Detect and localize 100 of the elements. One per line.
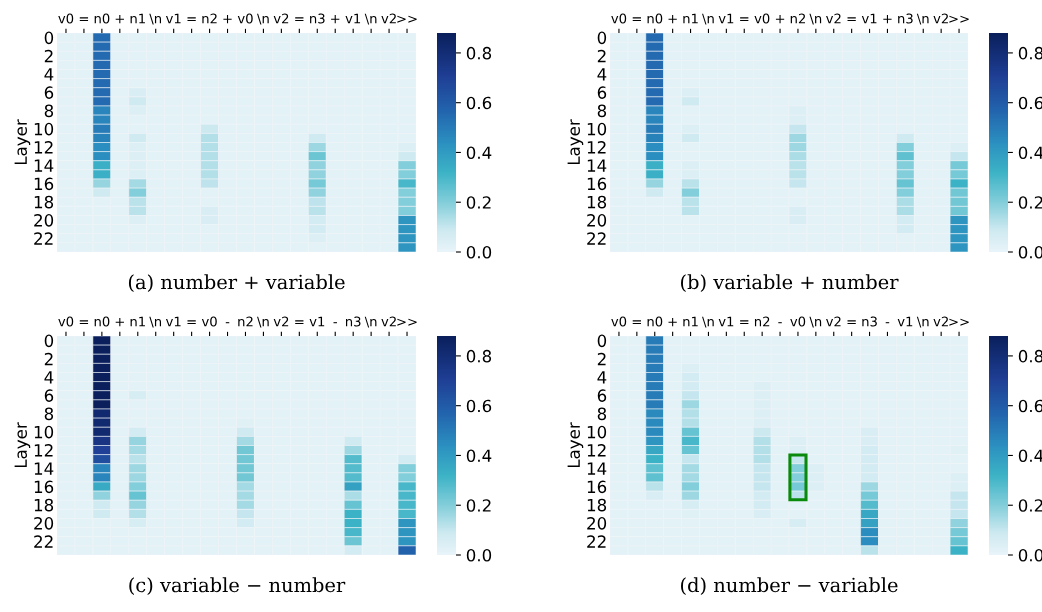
y-axis-title: Layer <box>14 422 31 468</box>
y-tick-label: 0 <box>597 31 607 45</box>
x-tick-label: \n <box>916 13 929 25</box>
x-tick-label: + <box>883 15 892 24</box>
x-tick-label: \n <box>364 316 377 328</box>
x-tick-label: n1 <box>683 316 698 327</box>
x-tick-label: v2 <box>273 316 289 327</box>
color-bar-label: 0.2 <box>1018 196 1042 209</box>
x-tick-label: v0 <box>201 316 217 327</box>
x-tick-label: v0 <box>790 316 806 327</box>
x-tick-label: \n <box>257 316 269 328</box>
y-tick-label: 12 <box>587 141 606 154</box>
color-bar-label: 0.4 <box>466 449 492 463</box>
x-tick-label: = <box>632 320 641 325</box>
y-tick-label: 20 <box>34 517 54 530</box>
x-tick-label: v1 <box>309 316 325 327</box>
x-tick-label: v1 <box>718 316 734 327</box>
y-tick-label: 8 <box>44 104 54 118</box>
x-tick-label: v0 <box>58 13 74 24</box>
x-tick-label: v1 <box>861 13 877 24</box>
x-tick-label: \n <box>364 13 377 25</box>
y-axis-title: Layer <box>14 119 31 165</box>
color-bar-label: 0.6 <box>466 399 492 413</box>
y-tick-label: 16 <box>587 177 607 191</box>
y-tick-label: 8 <box>597 104 607 118</box>
y-tick-label: 6 <box>597 86 607 99</box>
x-tick-label: n3 <box>862 316 877 327</box>
color-bar-label: 0.2 <box>466 196 491 209</box>
y-tick-label: 18 <box>34 195 54 209</box>
y-tick-label: 0 <box>44 334 54 348</box>
y-tick-label: 22 <box>587 232 606 245</box>
x-tick-label: \n <box>702 13 714 25</box>
color-bar-label: 0.2 <box>1018 499 1042 512</box>
x-tick-label: = <box>295 320 304 325</box>
y-tick-label: 16 <box>587 480 607 494</box>
x-tick-label: n0 <box>94 13 110 24</box>
x-tick-label: n1 <box>683 13 698 24</box>
y-tick-label: 14 <box>34 462 54 475</box>
x-tick-label: = <box>79 17 89 22</box>
x-tick-label: = <box>295 17 304 22</box>
y-tick-label: 2 <box>597 49 606 63</box>
y-tick-label: 16 <box>34 480 54 494</box>
x-tick-label: = <box>187 17 196 22</box>
x-tick-label: \n <box>149 13 162 25</box>
x-tick-label: \n <box>809 13 822 25</box>
x-tick-label: n2 <box>754 316 770 327</box>
y-tick-label: 6 <box>44 86 54 99</box>
y-tick-label: 0 <box>597 334 607 348</box>
color-bar-label: 0.0 <box>466 245 492 259</box>
x-tick-label: - <box>333 322 337 324</box>
x-tick-label: + <box>115 318 124 327</box>
x-tick-label: v2 <box>933 316 948 327</box>
x-tick-label: = <box>740 17 749 22</box>
x-tick-label: + <box>115 15 124 24</box>
color-bar-label: 0.8 <box>466 46 492 60</box>
y-tick-label: 2 <box>44 352 53 366</box>
y-tick-label: 18 <box>587 498 607 512</box>
x-tick-label: n2 <box>238 316 253 327</box>
x-tick-label: n2 <box>790 13 806 24</box>
y-tick-label: 18 <box>34 498 54 512</box>
y-tick-label: 4 <box>44 68 54 81</box>
x-tick-label: >> <box>949 318 969 326</box>
x-tick-label: v1 <box>165 316 181 327</box>
color-bar-label: 0.4 <box>466 146 492 160</box>
y-tick-label: 22 <box>34 232 53 245</box>
y-tick-label: 0 <box>44 31 54 45</box>
y-tick-label: 4 <box>597 68 607 81</box>
x-tick-label: v1 <box>718 13 734 24</box>
x-tick-label: - <box>225 322 230 324</box>
x-tick-label: n0 <box>94 316 110 327</box>
color-bar-label: 0.8 <box>466 349 492 363</box>
x-axis-title: (a) number + variable <box>128 274 345 293</box>
y-axis-title: Layer <box>567 119 584 165</box>
x-tick-label: = <box>187 320 196 325</box>
x-tick-label: \n <box>916 316 929 328</box>
y-tick-label: 12 <box>587 444 606 457</box>
x-tick-label: >> <box>397 15 417 23</box>
y-tick-label: 2 <box>597 352 606 366</box>
y-tick-label: 18 <box>587 195 607 209</box>
x-tick-label: n2 <box>202 13 217 24</box>
x-tick-label: = <box>632 17 641 22</box>
x-tick-label: v1 <box>345 13 361 24</box>
x-tick-label: + <box>775 15 785 24</box>
color-bar-label: 0.0 <box>466 548 492 562</box>
x-tick-label: = <box>847 320 856 325</box>
y-tick-label: 8 <box>597 407 607 421</box>
x-tick-label: = <box>79 320 89 325</box>
x-tick-label: = <box>740 320 749 325</box>
x-tick-label: v2 <box>826 13 841 24</box>
y-tick-label: 20 <box>587 214 607 227</box>
x-tick-label: - <box>778 322 782 324</box>
x-tick-label: + <box>331 15 340 24</box>
y-tick-label: 10 <box>34 425 54 439</box>
x-tick-label: >> <box>397 318 417 326</box>
y-tick-label: 6 <box>44 389 54 402</box>
x-tick-label: n0 <box>647 316 663 327</box>
x-tick-label: v0 <box>611 13 627 24</box>
y-tick-label: 14 <box>587 159 607 172</box>
x-tick-label: v0 <box>754 13 770 24</box>
x-axis-title: (b) variable + number <box>681 274 899 293</box>
